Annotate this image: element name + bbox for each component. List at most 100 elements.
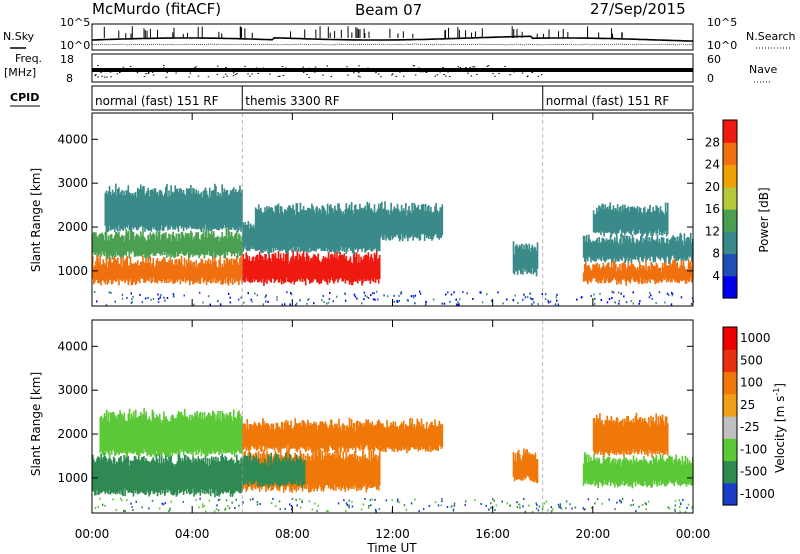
heatmap-speckle [203, 505, 206, 507]
heatmap-cell [656, 461, 659, 487]
heatmap-speckle [400, 291, 403, 294]
heatmap-cell [512, 452, 515, 477]
heatmap-cell [342, 255, 345, 282]
heatmap-cell [258, 224, 261, 250]
heatmap-cell [284, 261, 286, 283]
heatmap-cell [248, 455, 251, 482]
heatmap-cell [354, 257, 357, 282]
heatmap-cell [128, 408, 131, 452]
heatmap-cell [243, 225, 245, 249]
heatmap-cell [147, 419, 150, 455]
heatmap-speckle [440, 504, 442, 507]
heatmap-cell [195, 458, 197, 495]
heatmap-cell [652, 417, 654, 454]
heatmap-speckle [348, 499, 350, 502]
heatmap-cell [280, 224, 283, 250]
heatmap-cell [276, 461, 279, 486]
heatmap-cell [218, 194, 220, 231]
heatmap-cell [210, 190, 213, 230]
heatmap-cell [136, 187, 139, 231]
heatmap-cell [620, 206, 622, 230]
heatmap-cell [673, 236, 675, 259]
heatmap-cell [631, 234, 634, 260]
heatmap-cell [683, 233, 686, 259]
heatmap-speckle [328, 298, 331, 300]
heatmap-speckle [93, 291, 96, 293]
heatmap-cell [646, 461, 648, 488]
heatmap-cell [92, 454, 94, 491]
heatmap-cell [269, 207, 272, 239]
heatmap-cell [229, 260, 232, 284]
heatmap-cell [248, 424, 251, 453]
heatmap-cell [207, 197, 210, 231]
heatmap-cell [668, 265, 670, 282]
heatmap-cell [649, 269, 651, 284]
heatmap-speckle [374, 498, 376, 501]
heatmap-speckle [228, 507, 231, 510]
heatmap-cell [626, 459, 629, 483]
heatmap-speckle [368, 504, 370, 507]
heatmap-cell [668, 244, 670, 265]
heatmap-speckle [536, 503, 538, 506]
heatmap-cell [239, 234, 241, 256]
heatmap-cell [436, 209, 438, 238]
colorbar-tick-label: 8 [712, 247, 720, 261]
heatmap-cell [301, 464, 304, 488]
heatmap-cell [226, 190, 229, 228]
heatmap-speckle [532, 298, 534, 301]
heatmap-cell [109, 412, 112, 451]
heatmap-cell [108, 259, 111, 279]
heatmap-cell [644, 206, 646, 234]
heatmap-cell [186, 456, 189, 489]
heatmap-speckle [514, 294, 516, 297]
heatmap-cell [115, 183, 117, 228]
heatmap-cell [214, 183, 216, 229]
heatmap-cell [174, 418, 177, 454]
heatmap-speckle [644, 501, 646, 504]
nave-point [216, 73, 219, 75]
heatmap-cell [123, 261, 125, 281]
y-tick-label: 4000 [57, 339, 88, 353]
nave-point [103, 68, 106, 70]
heatmap-cell [662, 237, 665, 260]
heatmap-cell [512, 241, 515, 273]
heatmap-speckle [130, 502, 132, 505]
heatmap-speckle [405, 508, 408, 511]
heatmap-cell [611, 267, 614, 281]
heatmap-cell [635, 269, 638, 281]
y-tick-label: 3000 [57, 176, 88, 190]
heatmap-speckle [152, 297, 155, 300]
heatmap-speckle [130, 301, 133, 304]
heatmap-speckle [547, 301, 550, 304]
heatmap-cell [344, 258, 347, 284]
heatmap-cell [329, 204, 332, 235]
heatmap-cell [200, 258, 203, 279]
heatmap-cell [623, 209, 625, 234]
heatmap-cell [192, 262, 194, 285]
heatmap-cell [299, 255, 302, 282]
nave-point [244, 65, 246, 67]
nave-point [257, 72, 259, 74]
heatmap-cell [256, 462, 259, 487]
heatmap-cell [305, 460, 308, 490]
heatmap-speckle [519, 506, 521, 509]
heatmap-speckle [229, 301, 232, 304]
heatmap-cell [224, 418, 227, 454]
heatmap-cell [292, 204, 294, 238]
heatmap-cell [119, 410, 121, 453]
heatmap-cell [251, 257, 254, 283]
heatmap-cell [113, 412, 115, 451]
colorbar-swatch [723, 393, 737, 417]
heatmap-cell [320, 459, 323, 491]
heatmap-speckle [325, 302, 328, 305]
heatmap-cell [618, 244, 620, 262]
heatmap-cell [132, 460, 135, 497]
heatmap-cell [166, 184, 168, 226]
heatmap-cell [193, 237, 195, 256]
heatmap-cell [246, 419, 249, 449]
heatmap-cell [597, 267, 600, 284]
heatmap-cell [192, 456, 194, 489]
heatmap-cell [396, 203, 399, 236]
colorbar-swatch [723, 142, 737, 166]
heatmap-cell [335, 457, 337, 491]
